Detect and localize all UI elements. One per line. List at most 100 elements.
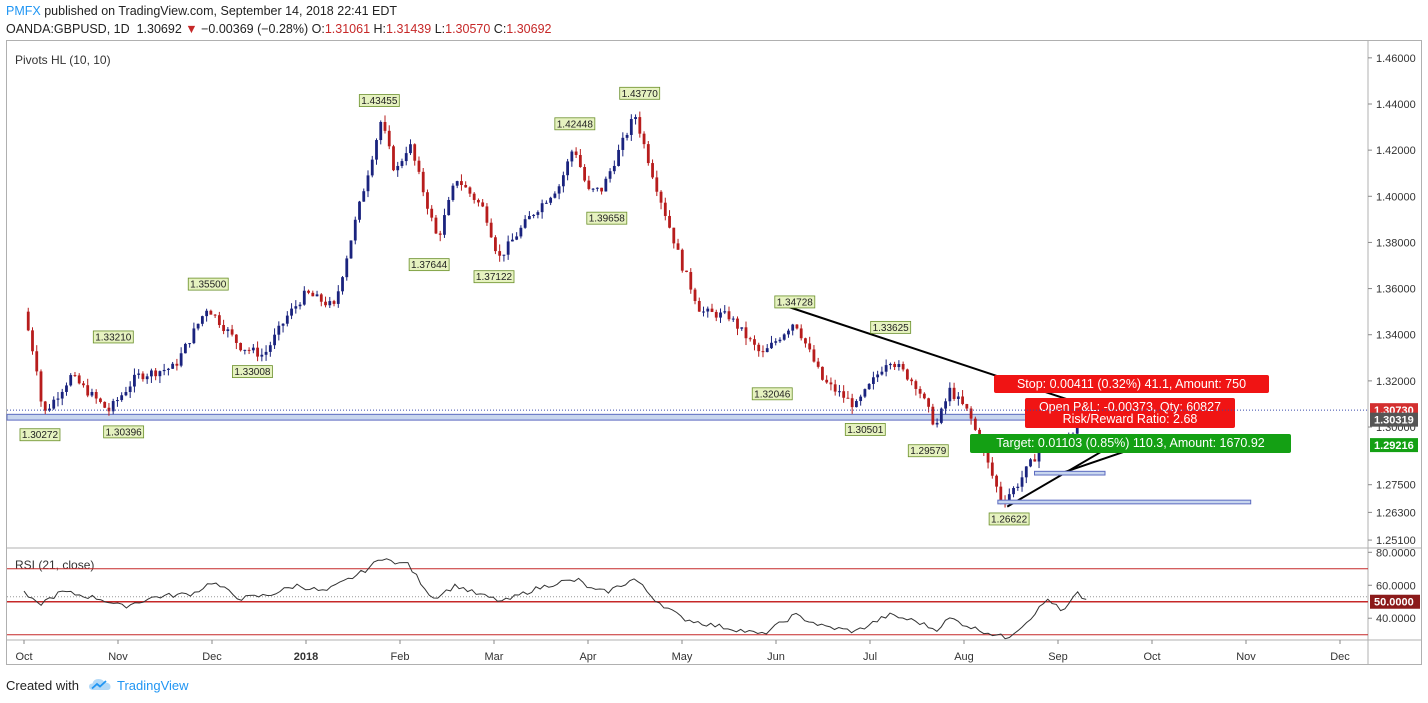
candle-body bbox=[702, 311, 705, 313]
candle-body bbox=[464, 185, 468, 188]
candle-body bbox=[893, 363, 897, 368]
candle-body bbox=[256, 347, 259, 357]
candle-body bbox=[387, 130, 391, 147]
candle-body bbox=[124, 392, 128, 396]
pivot-label-box bbox=[844, 423, 886, 436]
candle-body bbox=[171, 363, 175, 369]
candle-body bbox=[494, 237, 497, 252]
candle-body bbox=[158, 371, 162, 377]
candle-body bbox=[90, 391, 94, 396]
candle-body bbox=[944, 401, 947, 409]
pivot-label: 1.33210 bbox=[95, 332, 132, 343]
candle-body bbox=[196, 323, 200, 329]
pivot-label-box bbox=[988, 512, 1030, 526]
rsi-line bbox=[23, 558, 1087, 640]
candle-body bbox=[574, 151, 578, 156]
candle-body bbox=[782, 334, 786, 340]
candle-body bbox=[770, 342, 773, 349]
candle-body bbox=[939, 408, 943, 423]
candle-body bbox=[179, 353, 183, 366]
candle-body bbox=[990, 462, 994, 476]
candle-body bbox=[345, 258, 349, 278]
candle-body bbox=[905, 369, 909, 380]
candle-body bbox=[379, 121, 383, 141]
candle-body bbox=[52, 399, 56, 409]
open-pnl-label-text: Risk/Reward Ratio: 2.68 bbox=[1063, 412, 1198, 426]
candle-body bbox=[273, 334, 276, 346]
candle-body bbox=[183, 343, 187, 354]
publisher-name[interactable]: PMFX bbox=[6, 4, 41, 18]
candle-body bbox=[1012, 487, 1015, 495]
candle-body bbox=[986, 450, 990, 463]
candle-body bbox=[332, 301, 336, 304]
last-price: 1.30692 bbox=[136, 22, 182, 36]
pivot-label: 1.30396 bbox=[106, 427, 143, 438]
tradingview-link[interactable]: TradingView bbox=[117, 678, 189, 693]
candle-body bbox=[680, 249, 684, 271]
candle-body bbox=[234, 334, 238, 343]
candle-body bbox=[477, 199, 480, 203]
x-tick-label: Feb bbox=[391, 651, 410, 663]
candle-body bbox=[468, 187, 472, 194]
candle-body bbox=[353, 219, 357, 241]
candle-body bbox=[638, 117, 642, 134]
candle-body bbox=[761, 351, 765, 353]
x-tick-label: Dec bbox=[202, 651, 222, 663]
candle-body bbox=[931, 406, 935, 425]
chart-frame[interactable] bbox=[6, 40, 1422, 665]
candle-body bbox=[251, 347, 255, 351]
candle-body bbox=[880, 371, 884, 375]
price-pane-title: Pivots HL (10, 10) bbox=[15, 53, 111, 67]
candle-body bbox=[472, 193, 476, 200]
candle-body bbox=[82, 383, 85, 386]
y-tick-label: 1.46000 bbox=[1376, 53, 1416, 65]
candle-body bbox=[561, 175, 565, 187]
pivot-label: 1.34728 bbox=[777, 297, 814, 308]
candle-body bbox=[804, 338, 807, 344]
candle-body bbox=[608, 171, 612, 179]
candle-body bbox=[910, 379, 914, 382]
candle-body bbox=[821, 366, 824, 380]
candle-body bbox=[816, 361, 820, 367]
pivot-label-box bbox=[187, 277, 229, 291]
candle-body bbox=[307, 290, 310, 293]
pivot-label: 1.30272 bbox=[22, 430, 59, 441]
candle-body bbox=[587, 180, 591, 189]
candle-body bbox=[103, 401, 107, 408]
pivot-label-box bbox=[774, 295, 816, 309]
candle-body bbox=[166, 368, 170, 370]
candle-body bbox=[481, 202, 485, 207]
candle-body bbox=[413, 144, 417, 161]
x-tick-label: Oct bbox=[1143, 651, 1160, 663]
candle-body bbox=[128, 386, 132, 393]
x-tick-label: Jun bbox=[767, 651, 785, 663]
symbol-label[interactable]: OANDA:GBPUSD, 1D bbox=[6, 22, 130, 36]
candle-body bbox=[540, 203, 544, 213]
candle-body bbox=[612, 165, 616, 172]
candle-body bbox=[719, 312, 722, 318]
pivot-label-box bbox=[554, 117, 596, 131]
candle-body bbox=[1037, 450, 1041, 462]
candle-body bbox=[375, 140, 378, 160]
candle-body bbox=[846, 397, 850, 399]
candle-body bbox=[748, 338, 752, 340]
x-tick-label: Apr bbox=[579, 651, 596, 663]
target-label-box bbox=[970, 434, 1291, 453]
pivot-label-box bbox=[619, 86, 661, 100]
pivot-label: 1.43770 bbox=[622, 89, 659, 100]
x-tick-label: Nov bbox=[108, 651, 128, 663]
candle-body bbox=[141, 373, 145, 380]
candle-body bbox=[731, 318, 735, 320]
candle-body bbox=[532, 214, 536, 217]
y-tick-label: 1.32000 bbox=[1376, 376, 1416, 388]
candle-body bbox=[833, 384, 837, 392]
x-tick-label: Nov bbox=[1236, 651, 1256, 663]
x-tick-label: Mar bbox=[485, 651, 504, 663]
candle-body bbox=[519, 227, 523, 237]
y-tick-label: 1.25100 bbox=[1376, 535, 1416, 547]
candle-body bbox=[948, 387, 952, 402]
tradingview-cloud-icon[interactable] bbox=[88, 677, 112, 693]
candle-body bbox=[298, 304, 302, 307]
candle-body bbox=[264, 351, 268, 355]
